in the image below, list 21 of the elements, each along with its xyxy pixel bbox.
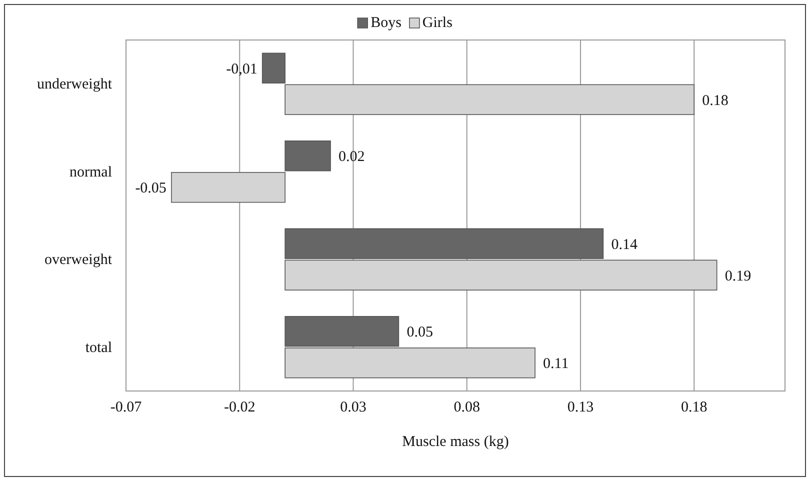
data-label: 0.11 — [543, 356, 569, 372]
y-tick-label: normal — [70, 164, 112, 180]
y-tick-label: underweight — [37, 76, 113, 93]
legend-label: Girls — [422, 15, 453, 31]
y-tick-label: total — [85, 340, 112, 356]
x-tick-label: 0.08 — [454, 400, 480, 416]
data-label: -0.05 — [135, 180, 166, 197]
data-label: 0.05 — [406, 324, 433, 341]
data-label: 0.14 — [611, 236, 638, 253]
x-tick-label: 0.03 — [340, 400, 366, 416]
x-tick-label: 0.13 — [567, 400, 594, 416]
x-axis-title: Muscle mass (kg) — [402, 434, 509, 450]
x-tick-label: -0.07 — [110, 400, 142, 416]
x-tick-label: 0.18 — [680, 400, 708, 416]
y-tick-label: overweight — [44, 252, 113, 268]
data-label: 0.19 — [724, 268, 752, 284]
legend-label: Boys — [370, 15, 402, 31]
data-label: 0.18 — [702, 92, 728, 109]
x-tick-label: -0.02 — [224, 400, 256, 416]
data-label: -0,01 — [226, 61, 258, 78]
data-label: 0.02 — [338, 149, 365, 166]
